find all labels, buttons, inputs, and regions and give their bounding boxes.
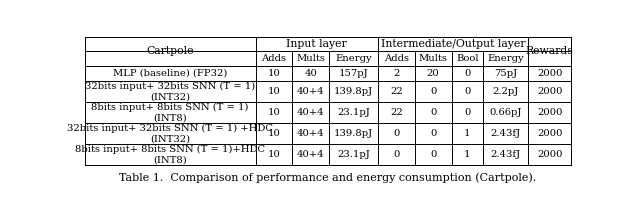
Text: 2.2pJ: 2.2pJ bbox=[492, 87, 519, 96]
Text: Mults: Mults bbox=[296, 54, 325, 63]
Text: 75pJ: 75pJ bbox=[494, 69, 517, 78]
Text: 0: 0 bbox=[464, 108, 470, 117]
Text: 20: 20 bbox=[427, 69, 440, 78]
Text: 0.66pJ: 0.66pJ bbox=[490, 108, 522, 117]
Text: Rewards: Rewards bbox=[526, 46, 573, 56]
Text: 139.8pJ: 139.8pJ bbox=[334, 87, 373, 96]
Text: 157pJ: 157pJ bbox=[339, 69, 369, 78]
Text: 10: 10 bbox=[268, 108, 280, 117]
Text: 32bits input+ 32bits SNN (T = 1)
(INT32): 32bits input+ 32bits SNN (T = 1) (INT32) bbox=[85, 81, 255, 101]
Text: 2.43fJ: 2.43fJ bbox=[490, 150, 521, 159]
Text: 40: 40 bbox=[305, 69, 317, 78]
Text: Mults: Mults bbox=[419, 54, 447, 63]
Text: 0: 0 bbox=[430, 129, 436, 138]
Text: Adds: Adds bbox=[384, 54, 409, 63]
Text: Bool: Bool bbox=[456, 54, 479, 63]
Text: 2000: 2000 bbox=[537, 150, 563, 159]
Text: 1: 1 bbox=[464, 129, 470, 138]
Text: 10: 10 bbox=[268, 150, 280, 159]
Text: 22: 22 bbox=[390, 87, 403, 96]
Text: 10: 10 bbox=[268, 87, 280, 96]
Text: Adds: Adds bbox=[262, 54, 287, 63]
Text: 8bits input+ 8bits SNN (T = 1)+HDC
(INT8): 8bits input+ 8bits SNN (T = 1)+HDC (INT8… bbox=[75, 145, 266, 164]
Text: Cartpole: Cartpole bbox=[147, 46, 194, 56]
Text: 0: 0 bbox=[464, 69, 470, 78]
Text: 8bits input+ 8bits SNN (T = 1)
(INT8): 8bits input+ 8bits SNN (T = 1) (INT8) bbox=[92, 103, 249, 122]
Text: 139.8pJ: 139.8pJ bbox=[334, 129, 373, 138]
Text: 0: 0 bbox=[430, 150, 436, 159]
Text: 0: 0 bbox=[464, 87, 470, 96]
Text: 2: 2 bbox=[393, 69, 399, 78]
Text: 40+4: 40+4 bbox=[297, 108, 324, 117]
Text: 0: 0 bbox=[393, 150, 399, 159]
Text: Intermediate/Output layer: Intermediate/Output layer bbox=[381, 39, 525, 49]
Text: 2000: 2000 bbox=[537, 87, 563, 96]
Text: MLP (baseline) (FP32): MLP (baseline) (FP32) bbox=[113, 69, 227, 78]
Text: 32bits input+ 32bits SNN (T = 1) +HDC
(INT32): 32bits input+ 32bits SNN (T = 1) +HDC (I… bbox=[67, 124, 273, 143]
Text: 0: 0 bbox=[430, 108, 436, 117]
Text: 2000: 2000 bbox=[537, 69, 563, 78]
Text: 2000: 2000 bbox=[537, 108, 563, 117]
Text: 0: 0 bbox=[393, 129, 399, 138]
Text: 2000: 2000 bbox=[537, 129, 563, 138]
Text: Energy: Energy bbox=[335, 54, 372, 63]
Text: 23.1pJ: 23.1pJ bbox=[337, 108, 370, 117]
Text: 1: 1 bbox=[464, 150, 470, 159]
Text: 10: 10 bbox=[268, 69, 280, 78]
Text: 22: 22 bbox=[390, 108, 403, 117]
Text: Table 1.  Comparison of performance and energy consumption (Cartpole).: Table 1. Comparison of performance and e… bbox=[120, 173, 536, 183]
Text: 2.43fJ: 2.43fJ bbox=[490, 129, 521, 138]
Text: Input layer: Input layer bbox=[286, 39, 347, 49]
Text: 40+4: 40+4 bbox=[297, 150, 324, 159]
Text: 0: 0 bbox=[430, 87, 436, 96]
Text: 40+4: 40+4 bbox=[297, 129, 324, 138]
Text: 40+4: 40+4 bbox=[297, 87, 324, 96]
Text: 10: 10 bbox=[268, 129, 280, 138]
Text: Energy: Energy bbox=[487, 54, 524, 63]
Text: 23.1pJ: 23.1pJ bbox=[337, 150, 370, 159]
